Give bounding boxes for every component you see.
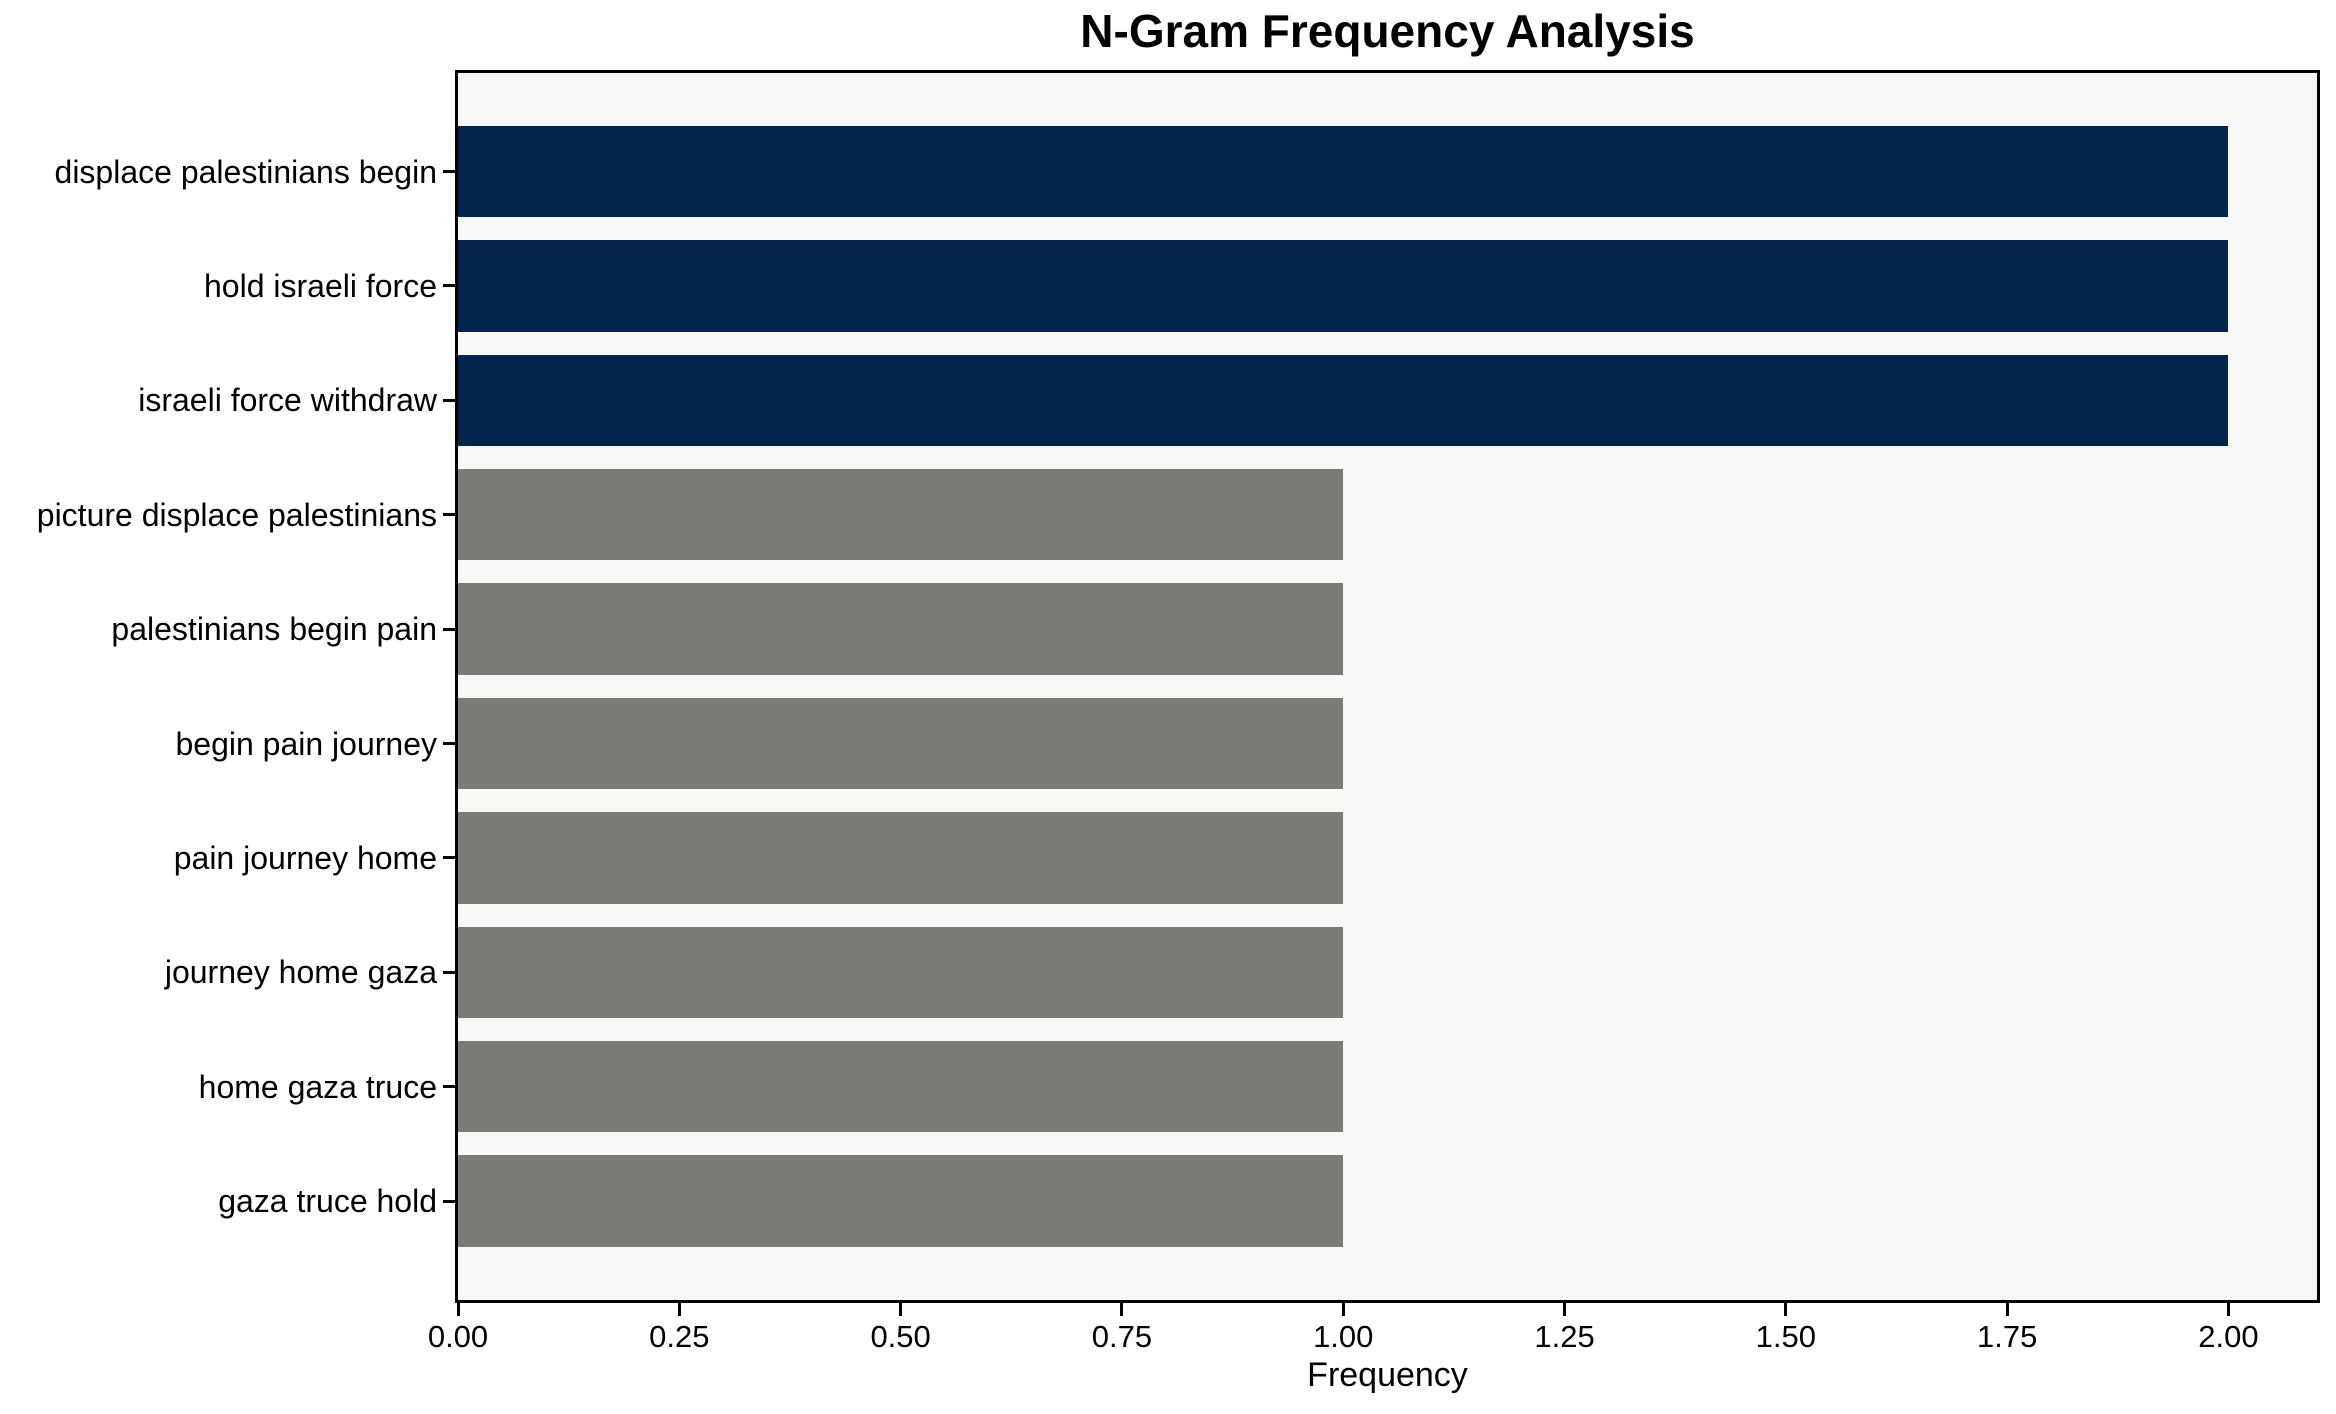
bar-home-gaza-truce bbox=[458, 1040, 1344, 1133]
y-tick-label: hold israeli force bbox=[204, 267, 437, 304]
bar-gaza-truce-hold bbox=[458, 1155, 1344, 1247]
x-axis-tick bbox=[899, 1303, 903, 1316]
x-axis-tick bbox=[1341, 1303, 1345, 1316]
y-axis-tick bbox=[443, 170, 455, 173]
y-tick-label: palestinians begin pain bbox=[111, 611, 437, 648]
y-tick-label: gaza truce hold bbox=[218, 1183, 437, 1220]
x-axis-tick bbox=[2005, 1303, 2009, 1316]
bar-picture-displace-palestinians bbox=[458, 468, 1344, 561]
y-tick-label: displace palestinians begin bbox=[54, 153, 437, 190]
bar-palestinians-begin-pain bbox=[458, 583, 1344, 675]
bar-israeli-force-withdraw bbox=[458, 354, 2229, 447]
x-tick-label: 1.25 bbox=[1534, 1319, 1595, 1354]
y-axis-tick bbox=[443, 513, 455, 517]
x-axis-label: Frequency bbox=[1307, 1356, 1468, 1394]
y-tick-label: israeli force withdraw bbox=[138, 382, 437, 419]
y-tick-label: begin pain journey bbox=[175, 725, 437, 762]
y-tick-label: pain journey home bbox=[173, 839, 437, 876]
x-axis-tick bbox=[677, 1303, 681, 1316]
x-tick-label: 0.00 bbox=[427, 1319, 489, 1354]
x-axis-tick bbox=[2226, 1303, 2230, 1316]
x-axis-tick bbox=[1784, 1303, 1788, 1316]
y-axis-tick bbox=[443, 970, 455, 974]
bar-pain-journey-home bbox=[458, 812, 1344, 904]
y-axis-tick bbox=[443, 1085, 455, 1089]
y-axis-tick bbox=[443, 1199, 455, 1203]
x-tick-label: 1.50 bbox=[1755, 1319, 1817, 1354]
y-tick-label: home gaza truce bbox=[198, 1068, 437, 1105]
bar-journey-home-gaza bbox=[458, 926, 1344, 1019]
x-tick-label: 0.50 bbox=[870, 1319, 931, 1354]
plot-area bbox=[455, 70, 2320, 1303]
y-axis-tick bbox=[443, 856, 455, 860]
x-tick-label: 0.75 bbox=[1091, 1319, 1153, 1354]
y-axis-tick bbox=[443, 284, 455, 288]
x-tick-label: 1.00 bbox=[1313, 1319, 1374, 1354]
y-tick-label: picture displace palestinians bbox=[36, 496, 437, 533]
x-axis-tick bbox=[1563, 1303, 1567, 1316]
bar-begin-pain-journey bbox=[458, 697, 1344, 790]
bar-hold-israeli-force bbox=[458, 240, 2229, 332]
bar-displace-palestinians-begin bbox=[458, 125, 2229, 218]
chart-title: N-Gram Frequency Analysis bbox=[1080, 5, 1695, 57]
y-axis-tick bbox=[443, 398, 455, 402]
x-axis-tick bbox=[456, 1303, 460, 1316]
x-tick-label: 0.25 bbox=[649, 1319, 710, 1354]
y-tick-label: journey home gaza bbox=[164, 954, 437, 991]
y-axis-tick bbox=[443, 627, 455, 631]
x-tick-label: 2.00 bbox=[2198, 1319, 2259, 1354]
y-axis-tick bbox=[443, 742, 455, 745]
x-tick-label: 1.75 bbox=[1976, 1319, 2038, 1354]
x-axis-tick bbox=[1120, 1303, 1124, 1316]
